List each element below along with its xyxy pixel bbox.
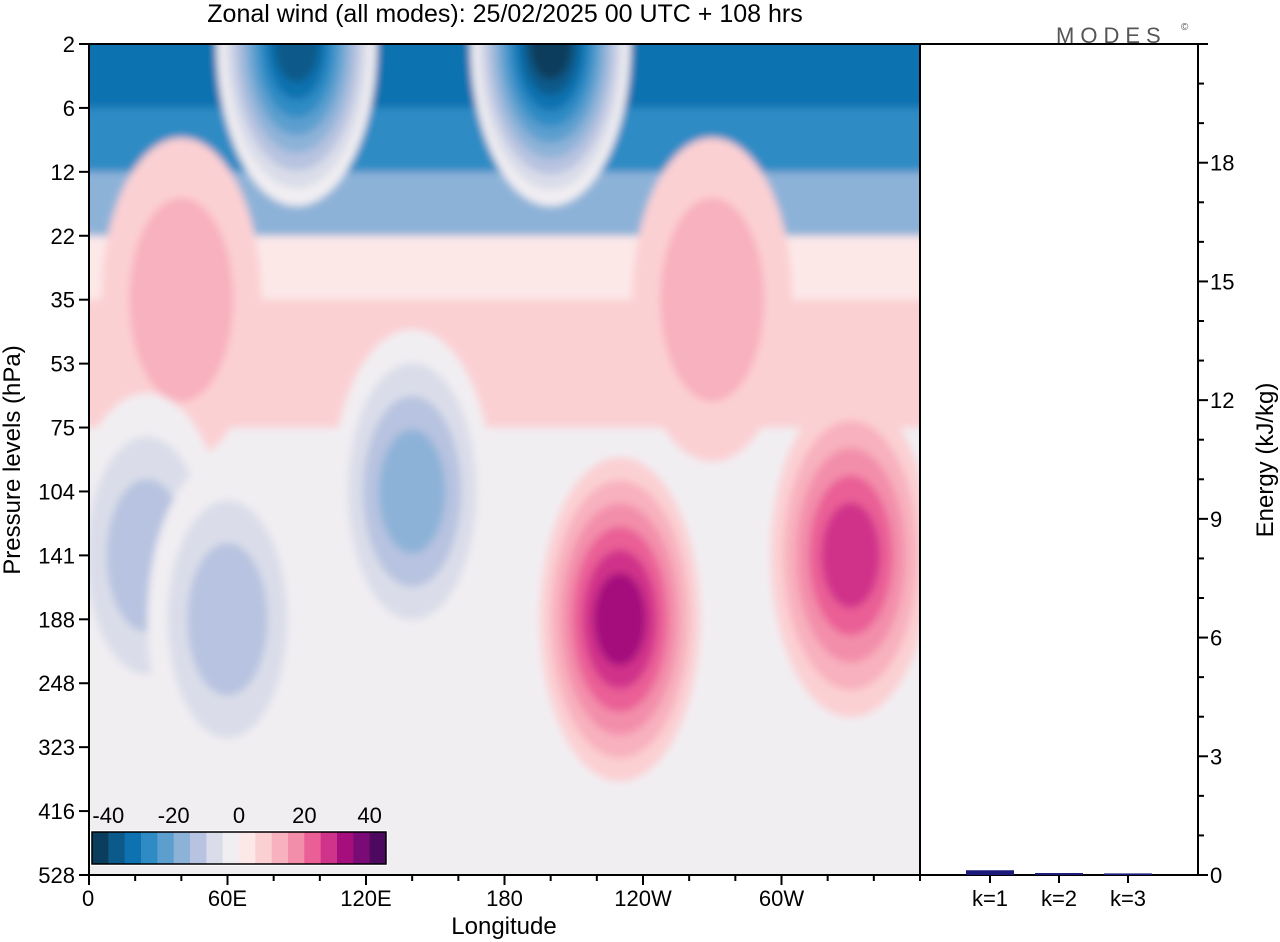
y-tick-label: 528 (38, 863, 75, 888)
colorbar-swatch (173, 832, 191, 864)
energy-frame (919, 43, 1199, 876)
colorbar-swatch (206, 832, 224, 864)
y-tick-label: 104 (38, 479, 75, 504)
longitude-axis: 0 60E 120E 180 120W 60W (82, 875, 921, 911)
energy-category-label: k=3 (1110, 886, 1146, 911)
wind-feature (274, 44, 320, 83)
logo-mark: © (1181, 22, 1189, 33)
colorbar-swatch (369, 832, 387, 864)
y-tick-label: 75 (51, 416, 75, 441)
y-tick-label: 35 (51, 288, 75, 313)
x-tick-label: 120W (614, 886, 672, 911)
x-tick-label: 0 (82, 886, 94, 911)
colorbar-tick-label: 20 (292, 803, 316, 828)
x-tick-label: 60E (208, 886, 247, 911)
y-tick-label: 323 (38, 735, 75, 760)
pressure-axis: 2 6 12 22 35 53 75 104 141 188 248 323 416 528 (38, 32, 89, 888)
energy-category-label: k=1 (972, 886, 1008, 911)
colorbar-tick-label: 0 (233, 803, 245, 828)
wind-feature (593, 572, 647, 666)
y-axis-title: Pressure levels (hPa) (0, 345, 26, 574)
wind-feature (187, 543, 268, 696)
y-tick-label: 6 (63, 96, 75, 121)
wind-feature (529, 44, 572, 80)
wind-feature (660, 197, 765, 402)
colorbar-swatch (124, 832, 142, 864)
colorbar-swatch (239, 832, 256, 864)
x-axis-title: Longitude (451, 913, 556, 940)
wind-feature (821, 502, 880, 609)
x-tick-label: 120E (340, 886, 391, 911)
colorbar: -40 -20 0 20 40 (90, 803, 388, 866)
colorbar-swatch (337, 832, 354, 864)
y-tick-label: 22 (51, 224, 75, 249)
colorbar-swatch (320, 832, 338, 864)
energy-tick-label: 0 (1210, 863, 1222, 888)
colorbar-tick-label: -40 (92, 803, 124, 828)
colorbar-swatch (271, 832, 289, 864)
y-tick-label: 12 (51, 160, 75, 185)
y-tick-label: 188 (38, 607, 75, 632)
energy-tick-label: 15 (1210, 269, 1234, 294)
energy-bar (1104, 873, 1152, 875)
colorbar-swatch (353, 832, 371, 864)
colorbar-tick-label: -20 (158, 803, 190, 828)
energy-bar (1035, 873, 1083, 875)
y-tick-label: 416 (38, 799, 75, 824)
colorbar-swatch (222, 832, 240, 864)
colorbar-swatch (255, 832, 273, 864)
energy-axis: 0 3 6 9 12 15 18 (1198, 43, 1234, 888)
colorbar-swatch (157, 832, 175, 864)
x-tick-label: 180 (486, 886, 523, 911)
colorbar-tick-label: 40 (357, 803, 381, 828)
energy-tick-label: 6 (1210, 626, 1222, 651)
y-tick-label: 141 (38, 543, 75, 568)
y-tick-label: 2 (63, 32, 75, 57)
energy-axis-title: Energy (kJ/kg) (1252, 383, 1279, 538)
energy-tick-label: 9 (1210, 507, 1222, 532)
energy-tick-label: 18 (1210, 151, 1234, 176)
colorbar-swatch (92, 832, 109, 864)
colorbar-swatch (288, 832, 305, 864)
chart-title: Zonal wind (all modes): 25/02/2025 00 UT… (207, 0, 802, 28)
energy-category-label: k=2 (1041, 886, 1077, 911)
energy-tick-label: 12 (1210, 388, 1234, 413)
zonal-wind-heatmap (89, 44, 920, 875)
colorbar-frame (91, 831, 387, 865)
energy-bars: k=1 k=2 k=3 (966, 870, 1152, 911)
colorbar-swatch (304, 832, 322, 864)
wind-feature (378, 429, 446, 554)
heatmap-field (89, 44, 920, 782)
wind-feature (129, 197, 234, 402)
colorbar-swatch (190, 832, 207, 864)
y-tick-label: 248 (38, 671, 75, 696)
colorbar-swatch (141, 832, 158, 864)
y-tick-label: 53 (51, 352, 75, 377)
energy-tick-label: 3 (1210, 744, 1222, 769)
energy-bar (966, 870, 1014, 875)
x-tick-label: 60W (759, 886, 804, 911)
colorbar-swatch (108, 832, 126, 864)
